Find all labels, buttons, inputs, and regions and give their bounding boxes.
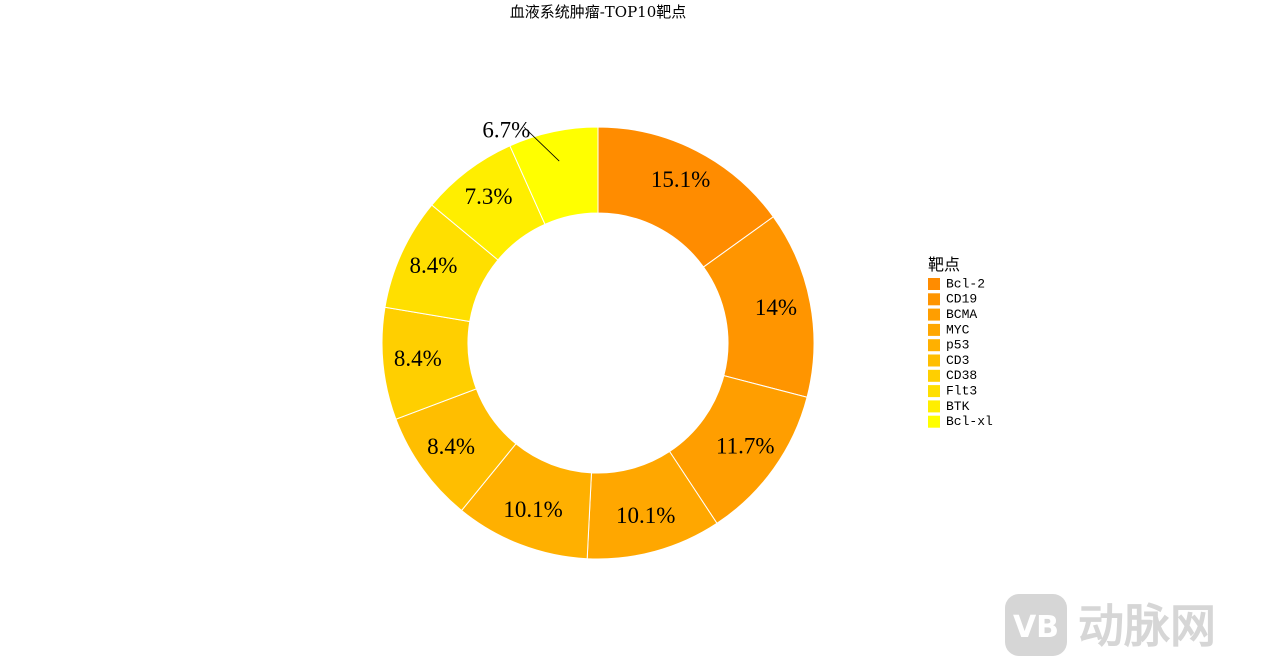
legend-label: CD3 (946, 353, 969, 368)
legend-label: BCMA (946, 307, 977, 322)
data-label: 6.7% (482, 117, 530, 142)
legend-swatch (928, 339, 940, 352)
leader-line (523, 127, 560, 162)
watermark-logo-box (1005, 594, 1067, 656)
legend-label: CD38 (946, 368, 977, 383)
legend-swatch (928, 308, 940, 321)
data-label: 11.7% (716, 434, 775, 459)
data-label: 14% (755, 295, 797, 320)
data-label: 15.1% (651, 167, 710, 192)
legend-label: p53 (946, 338, 969, 353)
watermark-logo: VB (1013, 610, 1059, 645)
legend-swatch (928, 385, 940, 398)
legend-label: Flt3 (946, 384, 977, 399)
data-label: 8.4% (427, 434, 475, 459)
legend-swatch (928, 354, 940, 367)
data-label: 7.3% (465, 184, 513, 209)
legend-swatch (928, 369, 940, 382)
legend-label: CD19 (946, 292, 977, 307)
data-label: 8.4% (409, 253, 457, 278)
data-label: 10.1% (503, 497, 562, 522)
legend-swatch (928, 278, 940, 290)
legend-swatch (928, 323, 940, 336)
legend-label: Bcl-2 (946, 276, 985, 291)
legend-swatch (928, 293, 940, 306)
donut-slice (509, 126, 599, 225)
legend-swatch (928, 415, 940, 428)
legend-label: Bcl-xl (946, 414, 993, 429)
data-label: 10.1% (616, 503, 675, 528)
chart-title: 血液系统肿瘤-TOP10靶点 (510, 3, 687, 21)
legend-label: BTK (946, 399, 970, 414)
watermark: VB 动脉网 (1005, 594, 1216, 656)
data-label: 8.4% (394, 346, 442, 371)
watermark-text: 动脉网 (1078, 599, 1216, 653)
legend-label: MYC (946, 322, 970, 337)
legend-title: 靶点 (928, 255, 960, 274)
legend-swatch (928, 400, 940, 413)
